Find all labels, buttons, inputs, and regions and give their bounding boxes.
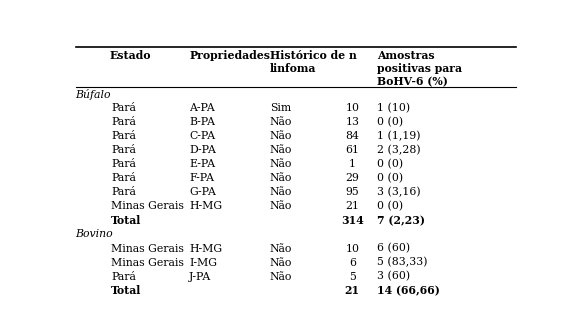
Text: 13: 13 (346, 117, 359, 127)
Text: I-MG: I-MG (190, 257, 217, 268)
Text: Não: Não (270, 272, 292, 282)
Text: Pará: Pará (111, 117, 136, 127)
Text: 6 (60): 6 (60) (377, 243, 410, 254)
Text: C-PA: C-PA (190, 131, 215, 141)
Text: J-PA: J-PA (190, 272, 211, 282)
Text: A-PA: A-PA (190, 103, 215, 113)
Text: 1 (10): 1 (10) (377, 103, 410, 113)
Text: Não: Não (270, 202, 292, 211)
Text: 0 (0): 0 (0) (377, 117, 403, 127)
Text: 3 (60): 3 (60) (377, 271, 410, 282)
Text: 10: 10 (346, 244, 359, 253)
Text: G-PA: G-PA (190, 187, 216, 198)
Text: Propriedades: Propriedades (190, 50, 270, 61)
Text: Histórico de
linfoma: Histórico de linfoma (270, 50, 345, 74)
Text: Não: Não (270, 131, 292, 141)
Text: 21: 21 (345, 285, 360, 296)
Text: Búfalo: Búfalo (75, 89, 111, 100)
Text: 5 (83,33): 5 (83,33) (377, 257, 427, 268)
Text: 29: 29 (346, 173, 359, 183)
Text: 3 (3,16): 3 (3,16) (377, 187, 420, 198)
Text: 1: 1 (349, 160, 356, 169)
Text: Pará: Pará (111, 145, 136, 155)
Text: Minas Gerais: Minas Gerais (111, 202, 184, 211)
Text: E-PA: E-PA (190, 160, 215, 169)
Text: Não: Não (270, 187, 292, 198)
Text: H-MG: H-MG (190, 244, 222, 253)
Text: Não: Não (270, 160, 292, 169)
Text: Pará: Pará (111, 103, 136, 113)
Text: Não: Não (270, 244, 292, 253)
Text: 0 (0): 0 (0) (377, 159, 403, 170)
Text: 95: 95 (346, 187, 359, 198)
Text: Minas Gerais: Minas Gerais (111, 257, 184, 268)
Text: Total: Total (111, 215, 142, 226)
Text: Estado: Estado (109, 50, 150, 61)
Text: Pará: Pará (111, 131, 136, 141)
Text: Sim: Sim (270, 103, 291, 113)
Text: Não: Não (270, 173, 292, 183)
Text: Minas Gerais: Minas Gerais (111, 244, 184, 253)
Text: D-PA: D-PA (190, 145, 216, 155)
Text: 2 (3,28): 2 (3,28) (377, 145, 420, 155)
Text: Pará: Pará (111, 173, 136, 183)
Text: Amostras
positivas para
BoHV-6 (%): Amostras positivas para BoHV-6 (%) (377, 50, 462, 87)
Text: 5: 5 (349, 272, 356, 282)
Text: 0 (0): 0 (0) (377, 173, 403, 184)
Text: Não: Não (270, 257, 292, 268)
Text: Pará: Pará (111, 272, 136, 282)
Text: 314: 314 (341, 215, 363, 226)
Text: Pará: Pará (111, 160, 136, 169)
Text: n: n (348, 50, 356, 61)
Text: 21: 21 (346, 202, 359, 211)
Text: Bovino: Bovino (75, 230, 113, 240)
Text: 61: 61 (346, 145, 359, 155)
Text: 84: 84 (346, 131, 359, 141)
Text: 1 (1,19): 1 (1,19) (377, 131, 420, 142)
Text: Não: Não (270, 117, 292, 127)
Text: F-PA: F-PA (190, 173, 214, 183)
Text: Total: Total (111, 285, 142, 296)
Text: 6: 6 (349, 257, 356, 268)
Text: Pará: Pará (111, 187, 136, 198)
Text: B-PA: B-PA (190, 117, 215, 127)
Text: 0 (0): 0 (0) (377, 201, 403, 212)
Text: 7 (2,23): 7 (2,23) (377, 215, 425, 226)
Text: 14 (66,66): 14 (66,66) (377, 285, 439, 296)
Text: H-MG: H-MG (190, 202, 222, 211)
Text: 10: 10 (346, 103, 359, 113)
Text: Não: Não (270, 145, 292, 155)
